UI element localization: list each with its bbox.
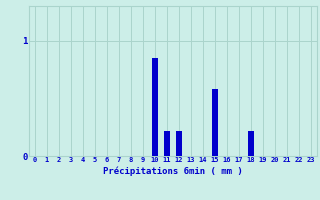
Bar bbox=[176, 131, 182, 156]
Bar bbox=[164, 131, 170, 156]
Bar bbox=[152, 58, 158, 156]
Bar bbox=[212, 89, 218, 156]
X-axis label: Précipitations 6min ( mm ): Précipitations 6min ( mm ) bbox=[103, 166, 243, 176]
Bar bbox=[248, 131, 254, 156]
